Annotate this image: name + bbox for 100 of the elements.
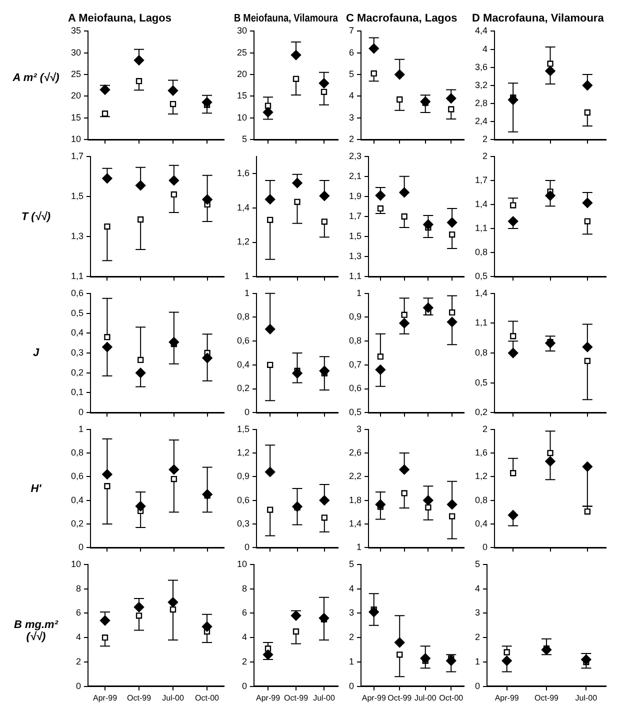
point bbox=[448, 513, 456, 520]
point bbox=[510, 202, 516, 208]
y-tick-label: 0 bbox=[244, 407, 250, 418]
y-tick-label: 1,2 bbox=[236, 448, 250, 458]
y-tick-label: 25 bbox=[70, 69, 82, 80]
y-tick-label: 1,4 bbox=[236, 202, 250, 212]
point bbox=[510, 470, 516, 476]
y-tick-label: 0,2 bbox=[474, 407, 488, 418]
y-tick-label: 0,8 bbox=[236, 312, 250, 322]
point bbox=[502, 656, 512, 666]
y-tick-label: 0,8 bbox=[474, 247, 488, 258]
y-tick-label: 4 bbox=[348, 583, 354, 594]
point bbox=[292, 368, 302, 378]
point bbox=[368, 606, 379, 618]
chart-title: B Meiofauna, Vilamoura bbox=[234, 12, 338, 25]
point bbox=[508, 348, 518, 358]
y-tick-label: 0,6 bbox=[348, 383, 362, 394]
point bbox=[135, 501, 146, 512]
point bbox=[262, 650, 274, 660]
point bbox=[541, 644, 552, 655]
point bbox=[448, 309, 456, 316]
chart-title: A Meiofauna, Lagos bbox=[68, 12, 172, 25]
point bbox=[104, 223, 110, 230]
point bbox=[375, 499, 386, 510]
point bbox=[508, 216, 518, 226]
point bbox=[545, 338, 556, 348]
x-tick-label: Jul-00 bbox=[313, 693, 336, 702]
y-tick-label: 1,6 bbox=[474, 448, 488, 458]
y-tick-label: 4 bbox=[474, 583, 480, 594]
y-tick-label: 1,8 bbox=[348, 494, 362, 505]
point bbox=[401, 312, 408, 318]
y-tick-label: 2,3 bbox=[348, 150, 362, 161]
point bbox=[545, 456, 556, 466]
point bbox=[134, 55, 144, 66]
y-tick-label: 2,4 bbox=[474, 116, 488, 126]
point bbox=[319, 366, 330, 376]
point bbox=[545, 66, 556, 76]
y-tick-label: 1,4 bbox=[348, 518, 362, 528]
point bbox=[396, 652, 403, 658]
y-tick-label: 35 bbox=[70, 26, 82, 36]
point bbox=[264, 102, 272, 109]
point bbox=[267, 362, 274, 368]
y-tick-label: 1 bbox=[348, 656, 354, 666]
y-tick-label: 1,4 bbox=[474, 198, 488, 209]
point bbox=[584, 508, 590, 515]
y-tick-label: 0,4 bbox=[474, 518, 488, 528]
y-tick-label: 1,5 bbox=[236, 424, 250, 434]
point bbox=[584, 109, 590, 116]
point bbox=[399, 318, 410, 328]
point bbox=[318, 612, 330, 624]
y-tick-label: 0 bbox=[76, 680, 82, 691]
point bbox=[375, 190, 386, 201]
point bbox=[202, 194, 212, 205]
point bbox=[582, 198, 593, 208]
point bbox=[545, 190, 556, 201]
point bbox=[292, 502, 302, 512]
y-tick-label: 1 bbox=[356, 288, 362, 298]
y-tick-label: 5 bbox=[348, 558, 354, 569]
y-tick-label: 30 bbox=[236, 26, 248, 36]
point bbox=[582, 462, 593, 472]
y-tick-label: 0 bbox=[244, 542, 250, 552]
y-tick-label: 5 bbox=[474, 558, 480, 569]
point bbox=[170, 476, 178, 482]
y-tick-label: 0,2 bbox=[70, 367, 84, 378]
point bbox=[135, 368, 146, 378]
y-tick-label: 6 bbox=[348, 47, 354, 58]
y-tick-label: 1,6 bbox=[236, 168, 250, 178]
y-tick-label: 4 bbox=[76, 632, 82, 642]
y-tick-label: 1,1 bbox=[474, 223, 488, 234]
point bbox=[170, 191, 178, 198]
y-tick-label: 1,7 bbox=[474, 174, 488, 185]
y-tick-label: 2,8 bbox=[474, 98, 488, 108]
point bbox=[134, 602, 144, 612]
point bbox=[136, 78, 142, 84]
point bbox=[202, 352, 212, 364]
x-tick-label: Oct-00 bbox=[439, 693, 464, 702]
y-tick-label: 0,6 bbox=[236, 336, 250, 346]
y-axis-title: B mg.m² (√√) bbox=[13, 619, 60, 643]
x-tick-label: Apr-99 bbox=[93, 693, 118, 702]
y-tick-label: 0,4 bbox=[236, 359, 250, 370]
y-tick-label: 0 bbox=[78, 407, 84, 418]
y-tick-label: 2,1 bbox=[348, 170, 362, 181]
y-tick-label: 1,3 bbox=[70, 231, 84, 242]
point bbox=[102, 110, 108, 117]
point bbox=[318, 78, 330, 88]
point bbox=[137, 216, 144, 223]
x-tick-label: Oct-99 bbox=[388, 693, 412, 702]
point bbox=[448, 231, 456, 238]
point bbox=[396, 96, 403, 103]
point bbox=[104, 334, 110, 340]
point bbox=[401, 490, 408, 496]
y-tick-label: 20 bbox=[70, 90, 82, 101]
y-tick-label: 1,7 bbox=[348, 210, 362, 221]
point bbox=[102, 469, 112, 480]
point bbox=[547, 60, 554, 67]
y-axis-title: A m² (√√) bbox=[12, 72, 60, 84]
y-tick-label: 20 bbox=[236, 69, 248, 80]
y-tick-label: 0,8 bbox=[70, 448, 84, 458]
y-tick-label: 0,5 bbox=[348, 407, 362, 418]
y-tick-label: 2 bbox=[482, 424, 488, 434]
